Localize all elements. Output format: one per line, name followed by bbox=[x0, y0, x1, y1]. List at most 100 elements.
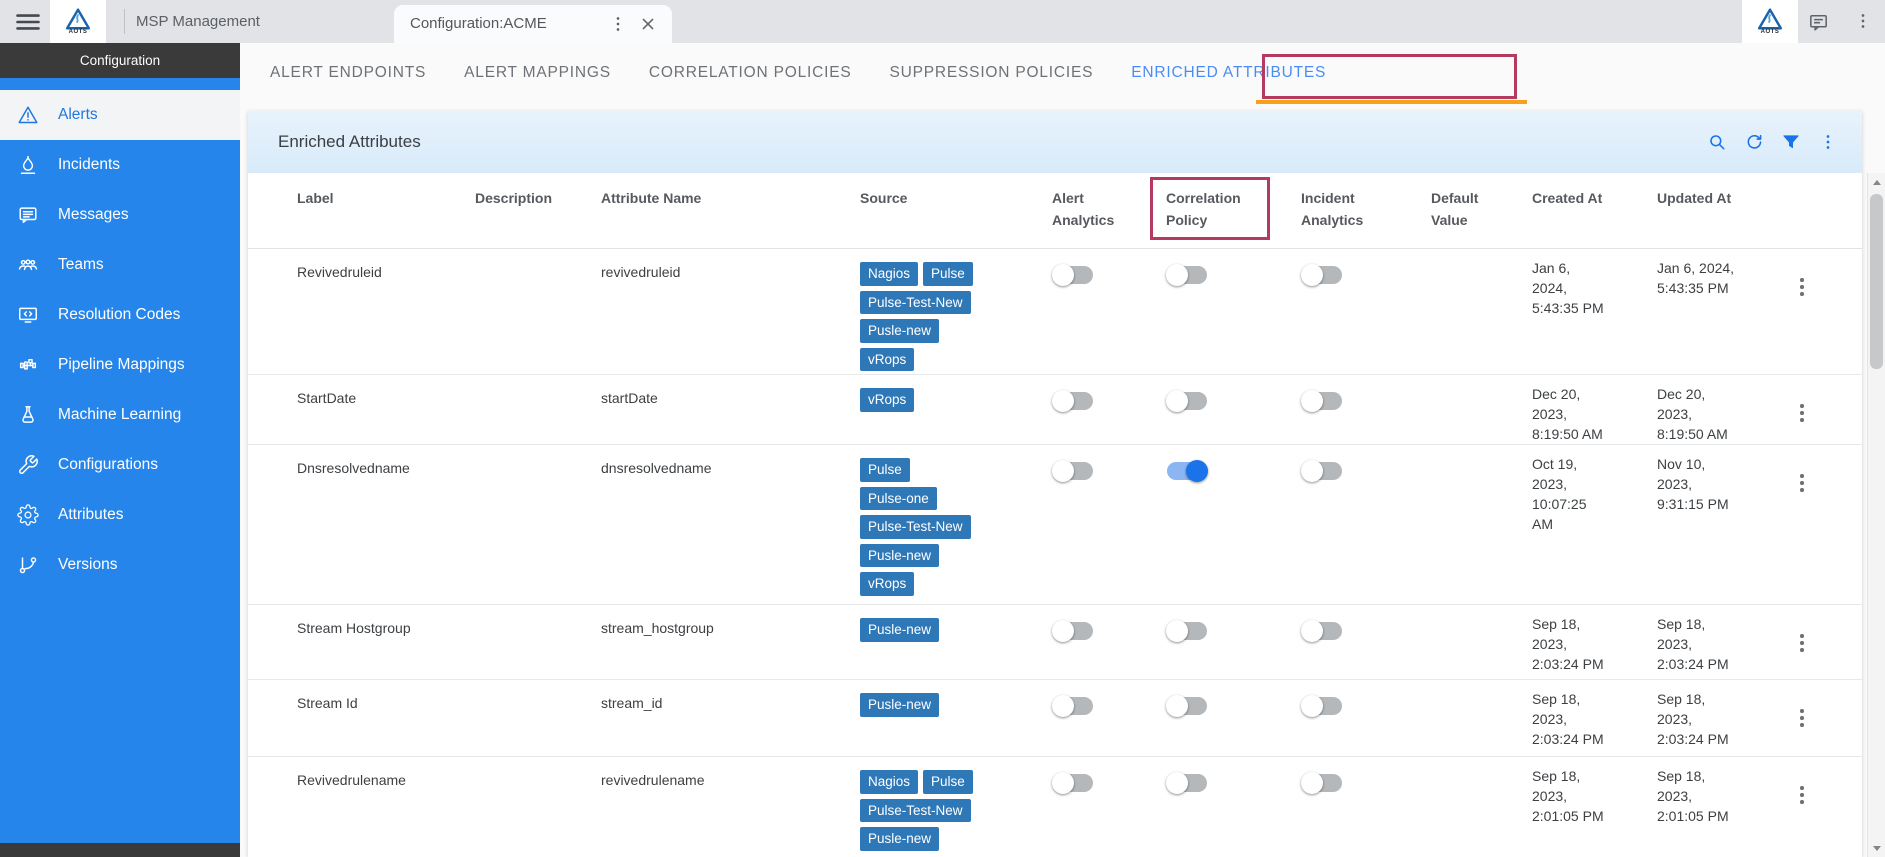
sidebar-item-machine-learning[interactable]: Machine Learning bbox=[0, 390, 240, 440]
tab-alert-mappings[interactable]: ALERT MAPPINGS bbox=[464, 64, 611, 81]
cell-updated-at: Nov 10, 2023, 9:31:15 PM bbox=[1657, 456, 1729, 512]
sidebar-item-incidents[interactable]: Incidents bbox=[0, 140, 240, 190]
cell-created-at: Sep 18, 2023, 2:03:24 PM bbox=[1532, 691, 1604, 747]
source-tag: Pulse-one bbox=[860, 486, 937, 511]
sidebar-item-pipeline-mappings[interactable]: Pipeline Mappings bbox=[0, 340, 240, 390]
tab-correlation-policies[interactable]: CORRELATION POLICIES bbox=[648, 64, 852, 81]
incident-analytics-toggle[interactable] bbox=[1301, 695, 1343, 717]
cell-default-value bbox=[1431, 605, 1532, 679]
cell-correlation-policy bbox=[1166, 375, 1301, 444]
cell-description bbox=[475, 757, 601, 857]
row-actions-menu[interactable] bbox=[1790, 458, 1804, 492]
cell-label: StartDate bbox=[297, 390, 357, 406]
refresh-icon[interactable] bbox=[1744, 132, 1764, 152]
incident-analytics-toggle[interactable] bbox=[1301, 264, 1343, 286]
row-actions-menu[interactable] bbox=[1790, 770, 1804, 804]
sidebar-item-messages[interactable]: Messages bbox=[0, 190, 240, 240]
sidebar-item-configurations[interactable]: Configurations bbox=[0, 440, 240, 490]
alert-analytics-toggle[interactable] bbox=[1052, 390, 1094, 412]
cell-source: vRops bbox=[860, 375, 1052, 444]
browser-tab-label: Configuration:ACME bbox=[410, 15, 547, 32]
column-header-attribute-name: Attribute Name bbox=[601, 190, 702, 206]
correlation-policy-toggle[interactable] bbox=[1166, 695, 1208, 717]
top-bar: AOTS MSP Management Configuration:ACME A… bbox=[0, 0, 1885, 43]
cell-alert-analytics bbox=[1052, 757, 1166, 857]
cell-description bbox=[475, 605, 601, 679]
cell-source: Nagios Pulse Pulse-Test-New Pusle-new bbox=[860, 757, 1052, 857]
cell-actions bbox=[1790, 680, 1862, 756]
incident-analytics-toggle[interactable] bbox=[1301, 620, 1343, 642]
app-logo-right[interactable]: AOTS bbox=[1742, 0, 1798, 43]
alert-analytics-toggle[interactable] bbox=[1052, 772, 1094, 794]
vertical-scrollbar[interactable] bbox=[1867, 173, 1885, 857]
search-icon[interactable] bbox=[1707, 132, 1727, 152]
cell-source: Pusle-new bbox=[860, 680, 1052, 756]
cell-incident-analytics bbox=[1301, 680, 1431, 756]
row-actions-menu[interactable] bbox=[1790, 388, 1804, 422]
incident-analytics-toggle[interactable] bbox=[1301, 772, 1343, 794]
sidebar-item-teams[interactable]: Teams bbox=[0, 240, 240, 290]
toggle-knob bbox=[1166, 264, 1188, 286]
cell-label: Stream Hostgroup bbox=[297, 620, 411, 636]
alert-analytics-toggle[interactable] bbox=[1052, 620, 1094, 642]
cell-alert-analytics bbox=[1052, 445, 1166, 604]
scrollbar-down-arrow[interactable] bbox=[1868, 840, 1885, 856]
table-row-stream-hostgroup: Stream Hostgroup stream_hostgroup Pusle-… bbox=[248, 605, 1862, 680]
chat-icon[interactable] bbox=[1806, 10, 1830, 34]
card-header: Enriched Attributes bbox=[248, 111, 1862, 173]
alert-analytics-toggle[interactable] bbox=[1052, 695, 1094, 717]
correlation-policy-toggle[interactable] bbox=[1166, 772, 1208, 794]
browser-tab-configuration-acme[interactable]: Configuration:ACME bbox=[394, 5, 672, 43]
scrollbar-up-arrow[interactable] bbox=[1868, 174, 1885, 190]
correlation-policy-toggle[interactable] bbox=[1166, 620, 1208, 642]
cell-attribute-name: revivedrulename bbox=[601, 772, 705, 788]
toggle-knob bbox=[1052, 620, 1074, 642]
cell-label: Revivedrulename bbox=[297, 772, 406, 788]
tab-close-icon[interactable] bbox=[638, 14, 658, 34]
row-actions-menu[interactable] bbox=[1790, 262, 1804, 296]
correlation-policy-toggle[interactable] bbox=[1166, 460, 1208, 482]
more-icon[interactable] bbox=[1818, 132, 1838, 152]
source-tag: Nagios bbox=[860, 770, 919, 794]
tab-divider bbox=[124, 9, 125, 34]
toggle-knob bbox=[1052, 264, 1074, 286]
tab-alert-endpoints[interactable]: ALERT ENDPOINTS bbox=[270, 64, 427, 81]
incident-analytics-toggle[interactable] bbox=[1301, 460, 1343, 482]
toggle-knob bbox=[1301, 264, 1323, 286]
incident-analytics-toggle[interactable] bbox=[1301, 390, 1343, 412]
more-icon[interactable] bbox=[1852, 10, 1874, 32]
tab-enriched-attributes[interactable]: ENRICHED ATTRIBUTES bbox=[1131, 64, 1327, 81]
sidebar-item-attributes[interactable]: Attributes bbox=[0, 490, 240, 540]
sidebar-item-versions[interactable]: Versions bbox=[0, 540, 240, 590]
cell-description bbox=[475, 249, 601, 374]
browser-tab-msp-management[interactable]: MSP Management bbox=[136, 13, 260, 30]
toggle-knob bbox=[1166, 390, 1188, 412]
table-row-revivedrulename: Revivedrulename revivedrulename Nagios Pu… bbox=[248, 757, 1862, 857]
tab-suppression-policies[interactable]: SUPPRESSION POLICIES bbox=[889, 64, 1094, 81]
row-actions-menu[interactable] bbox=[1790, 693, 1804, 727]
cell-default-value bbox=[1431, 375, 1532, 444]
cell-label: Dnsresolvedname bbox=[297, 460, 410, 476]
column-header-label: Label bbox=[297, 190, 334, 206]
row-actions-menu[interactable] bbox=[1790, 618, 1804, 652]
table-body: Revivedruleid revivedruleid Nagios Pulse P… bbox=[248, 249, 1862, 857]
toggle-knob bbox=[1052, 460, 1074, 482]
toggle-knob bbox=[1166, 695, 1188, 717]
correlation-policy-toggle[interactable] bbox=[1166, 264, 1208, 286]
table-row-revivedruleid: Revivedruleid revivedruleid Nagios Pulse P… bbox=[248, 249, 1862, 375]
cell-updated-at: Jan 6, 2024, 5:43:35 PM bbox=[1657, 260, 1735, 296]
source-tag-list: Pusle-new bbox=[860, 693, 982, 717]
correlation-policy-toggle[interactable] bbox=[1166, 390, 1208, 412]
active-tab-underline bbox=[1256, 100, 1527, 104]
scrollbar-thumb[interactable] bbox=[1870, 194, 1883, 369]
filter-icon[interactable] bbox=[1781, 132, 1801, 152]
sidebar-item-resolution-codes[interactable]: Resolution Codes bbox=[0, 290, 240, 340]
cell-updated-at: Sep 18, 2023, 2:03:24 PM bbox=[1657, 616, 1729, 672]
source-tag-list: Nagios Pulse Pulse-Test-New Pusle-new bbox=[860, 770, 982, 851]
alert-analytics-toggle[interactable] bbox=[1052, 460, 1094, 482]
alert-analytics-toggle[interactable] bbox=[1052, 264, 1094, 286]
table-column-headers: Label Description Attribute Name Source Aler… bbox=[248, 173, 1862, 249]
menu-icon[interactable] bbox=[13, 8, 43, 36]
sidebar-item-alerts[interactable]: Alerts bbox=[0, 90, 240, 140]
tab-more-icon[interactable] bbox=[608, 14, 628, 34]
